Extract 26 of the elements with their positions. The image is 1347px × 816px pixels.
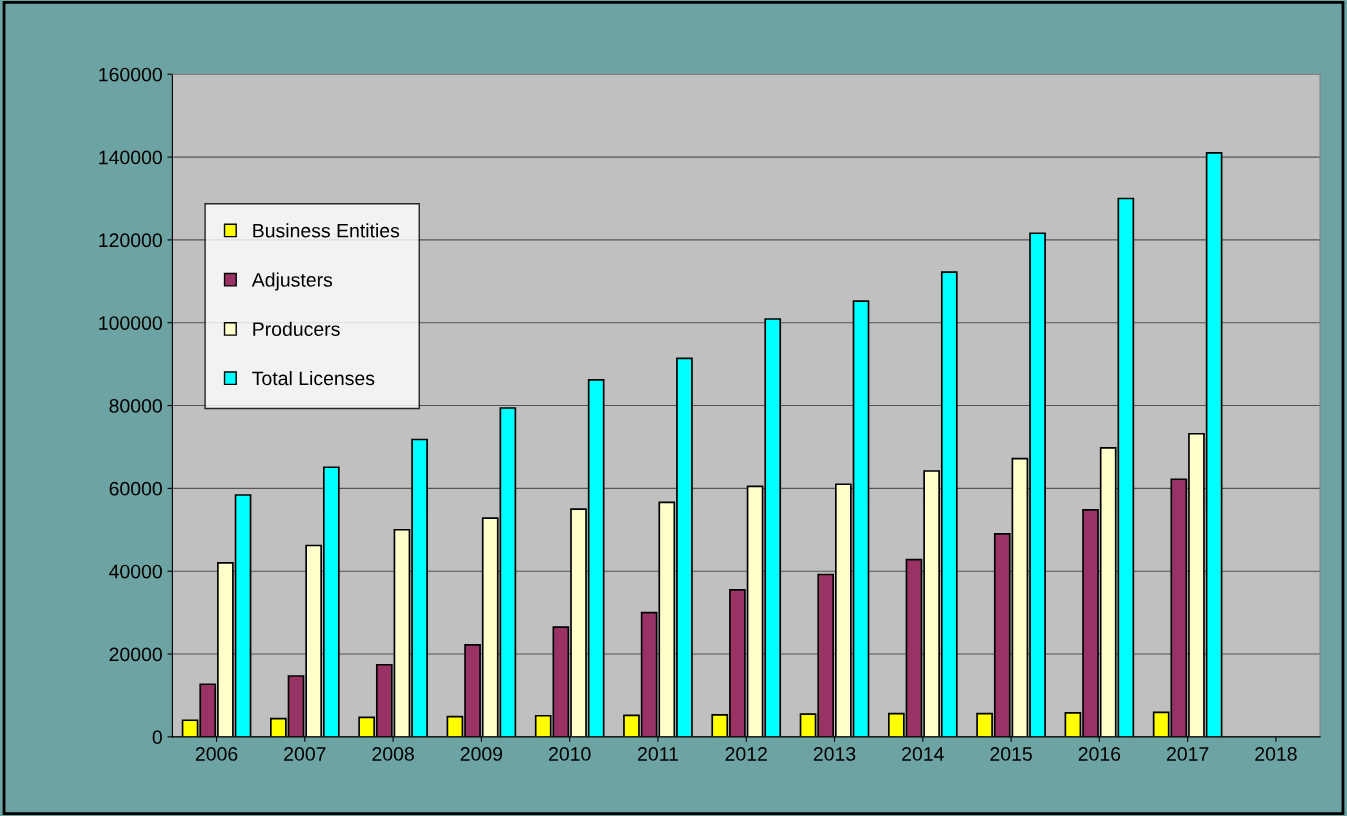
x-tick-label: 2011 (638, 747, 678, 761)
y-tick-label: 20000 (109, 647, 162, 662)
legend-label: Adjusters (251, 272, 333, 291)
x-tick-label: 2014 (902, 747, 944, 761)
x-tick-label: 2010 (549, 747, 591, 761)
x-tick-label: 2013 (813, 747, 856, 761)
x-tick-label: 2016 (1078, 747, 1121, 761)
x-tick-label: 2008 (372, 747, 414, 761)
legend-label: Total Licenses (252, 370, 375, 386)
y-tick-label: 160000 (99, 67, 162, 82)
y-tick-label: 80000 (109, 399, 162, 413)
y-tick-label: 0 (152, 730, 162, 745)
x-tick-label: 2007 (284, 747, 326, 761)
x-tick-label: 2015 (990, 747, 1032, 761)
x-tick-label: 2018 (1255, 747, 1297, 761)
y-tick-label: 140000 (99, 150, 162, 165)
x-tick-label: 2017 (1166, 747, 1209, 761)
x-tick-label: 2009 (460, 747, 503, 761)
x-tick-label: 2012 (725, 747, 767, 761)
legend-label: Producers (253, 321, 340, 336)
y-tick-label: 120000 (99, 233, 162, 248)
y-tick-label: 60000 (109, 481, 162, 496)
legend-label: Business Entities (253, 223, 400, 238)
x-tick-label: 2006 (195, 747, 238, 761)
y-tick-label: 40000 (109, 564, 162, 579)
y-tick-label: 100000 (99, 316, 162, 330)
